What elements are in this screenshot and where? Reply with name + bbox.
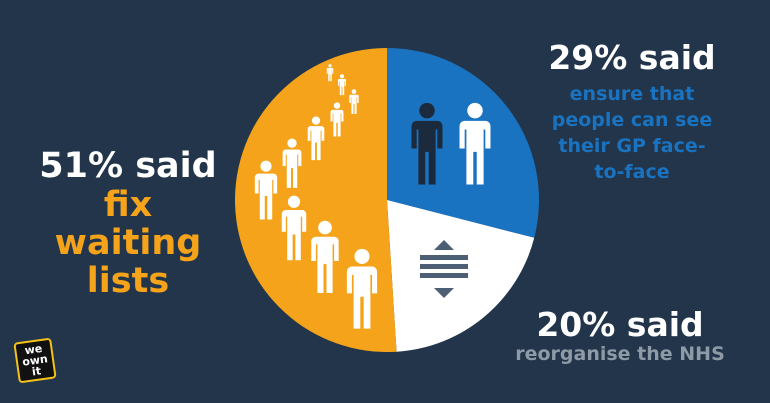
pie	[235, 48, 540, 352]
category-label: fix waiting lists	[54, 185, 202, 301]
category-label: reorganise the NHS	[515, 343, 725, 365]
logo: we own it	[13, 337, 57, 384]
reorganise-icon	[420, 240, 468, 298]
value-label: 20% said	[536, 305, 704, 344]
category-label: ensure that people can see their GP face…	[551, 83, 713, 183]
value-label: 51% said	[39, 146, 217, 186]
pie-slice	[235, 48, 397, 352]
value-label: 29% said	[548, 38, 716, 77]
